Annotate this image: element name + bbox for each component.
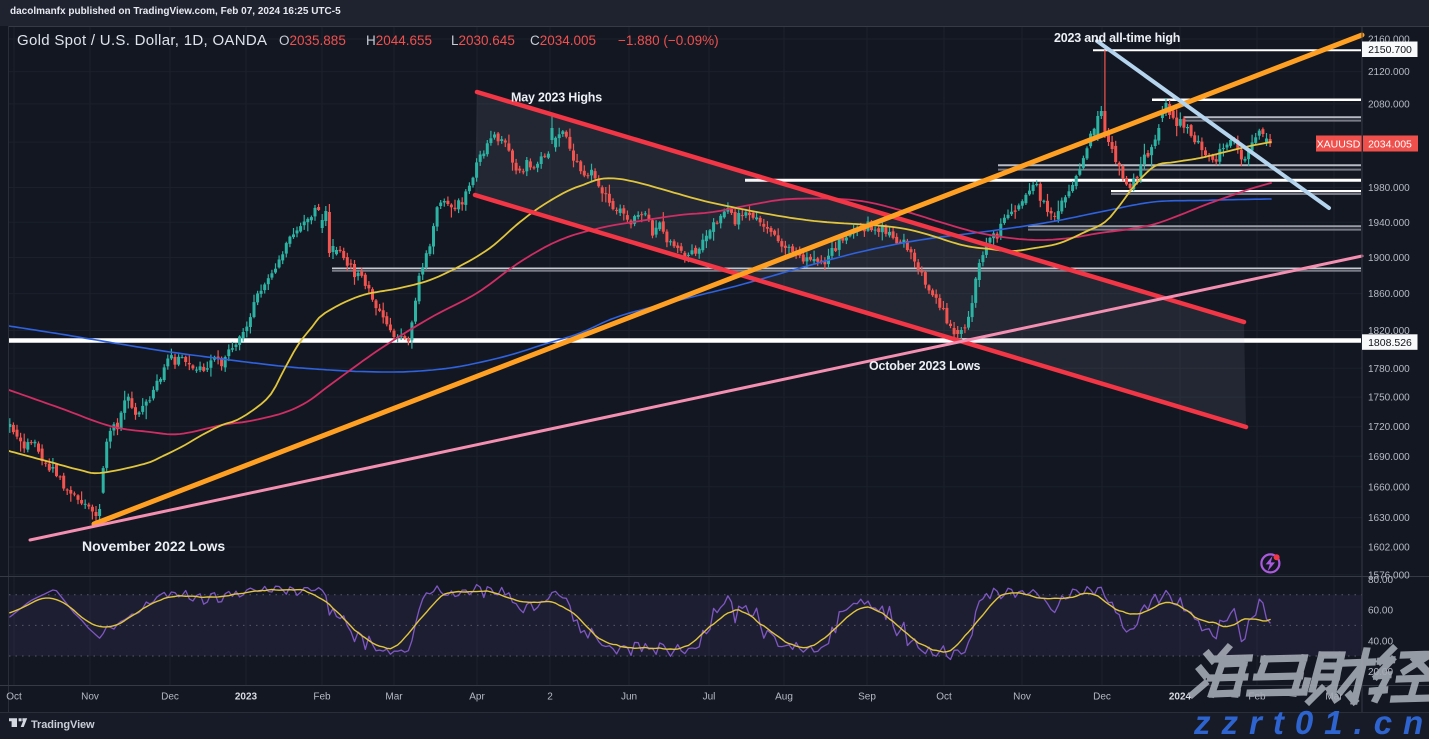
svg-text:Jul: Jul [703, 692, 716, 703]
svg-text:November 2022 Lows: November 2022 Lows [82, 538, 225, 554]
svg-text:May 2023 Highs: May 2023 Highs [511, 91, 602, 105]
svg-text:Dec: Dec [1093, 692, 1111, 703]
svg-text:2080.000: 2080.000 [1368, 100, 1410, 111]
svg-text:Feb: Feb [1248, 692, 1266, 703]
svg-text:October 2023 Lows: October 2023 Lows [869, 359, 980, 373]
svg-text:Sep: Sep [858, 692, 876, 703]
svg-text:Oct: Oct [6, 692, 22, 703]
svg-text:Gold Spot / U.S. Dollar, 1D, O: Gold Spot / U.S. Dollar, 1D, OANDA [17, 32, 267, 49]
svg-text:zzrt01.cn: zzrt01.cn [1193, 704, 1429, 739]
svg-text:1660.000: 1660.000 [1368, 482, 1410, 493]
svg-text:Oct: Oct [936, 692, 952, 703]
svg-text:2034.005: 2034.005 [1368, 139, 1412, 151]
svg-text:Dec: Dec [161, 692, 179, 703]
svg-text:Feb: Feb [313, 692, 331, 703]
svg-text:1690.000: 1690.000 [1368, 452, 1410, 463]
svg-text:O2035.885: O2035.885 [279, 33, 346, 48]
svg-text:2160.000: 2160.000 [1368, 35, 1410, 46]
svg-text:1750.000: 1750.000 [1368, 393, 1410, 404]
svg-text:Apr: Apr [469, 692, 485, 703]
svg-text:−1.880 (−0.09%): −1.880 (−0.09%) [618, 33, 719, 48]
svg-text:H2044.655: H2044.655 [366, 33, 432, 48]
svg-text:1860.000: 1860.000 [1368, 289, 1410, 300]
svg-text:1808.526: 1808.526 [1368, 337, 1412, 349]
svg-text:TradingView: TradingView [31, 719, 95, 731]
svg-text:2120.000: 2120.000 [1368, 67, 1410, 78]
svg-text:2024: 2024 [1169, 692, 1192, 703]
svg-text:40.00: 40.00 [1368, 636, 1393, 647]
svg-text:L2030.645: L2030.645 [451, 33, 515, 48]
svg-text:2: 2 [547, 692, 553, 703]
svg-text:1720.000: 1720.000 [1368, 422, 1410, 433]
svg-text:1630.000: 1630.000 [1368, 513, 1410, 524]
svg-text:2023: 2023 [235, 692, 258, 703]
svg-text:1820.000: 1820.000 [1368, 326, 1410, 337]
svg-text:2023 and all-time high: 2023 and all-time high [1054, 31, 1180, 45]
svg-text:1980.000: 1980.000 [1368, 183, 1410, 194]
svg-text:Mar: Mar [385, 692, 403, 703]
svg-text:1940.000: 1940.000 [1368, 218, 1410, 229]
svg-text:Aug: Aug [775, 692, 793, 703]
svg-text:60.00: 60.00 [1368, 606, 1393, 617]
svg-text:1780.000: 1780.000 [1368, 364, 1410, 375]
svg-text:XAUUSD: XAUUSD [1317, 139, 1361, 151]
svg-text:1900.000: 1900.000 [1368, 253, 1410, 264]
svg-text:Nov: Nov [81, 692, 99, 703]
svg-text:C2034.005: C2034.005 [530, 33, 596, 48]
svg-text:80.00: 80.00 [1368, 575, 1393, 586]
svg-text:Nov: Nov [1013, 692, 1031, 703]
svg-text:1602.000: 1602.000 [1368, 543, 1410, 554]
svg-text:1576.000: 1576.000 [1368, 570, 1410, 581]
svg-text:2150.700: 2150.700 [1368, 44, 1412, 56]
svg-text:Jun: Jun [621, 692, 637, 703]
